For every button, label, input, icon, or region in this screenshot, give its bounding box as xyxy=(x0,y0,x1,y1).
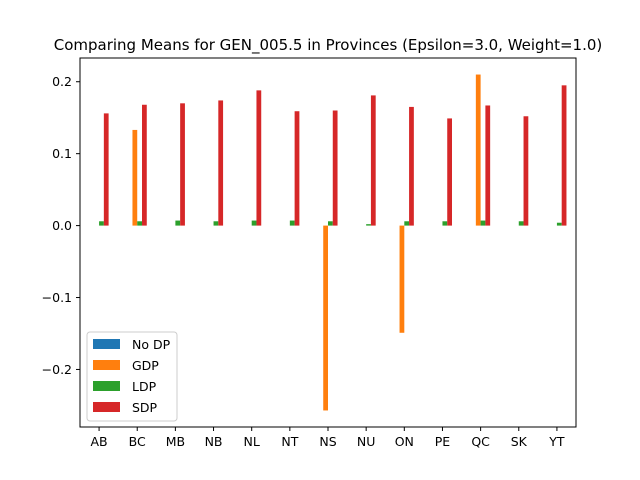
legend-label: LDP xyxy=(132,379,157,394)
y-tick-label: 0.1 xyxy=(52,146,72,161)
x-tick-label: NL xyxy=(244,434,260,449)
bar-sdp-qc xyxy=(485,105,491,226)
bar-ldp-pe xyxy=(442,221,448,226)
bar-ldp-nu xyxy=(366,224,371,226)
bar-ldp-on xyxy=(404,221,410,226)
bar-sdp-ns xyxy=(332,110,338,226)
bar-gdp-bc xyxy=(132,129,138,226)
bar-sdp-pe xyxy=(447,118,452,226)
y-tick-label: 0.2 xyxy=(52,74,72,89)
x-tick-label: YT xyxy=(548,434,565,449)
x-tick-label: NU xyxy=(357,434,376,449)
bar-ldp-yt xyxy=(556,222,562,226)
legend-swatch xyxy=(93,360,120,370)
bar-ldp-ab xyxy=(99,221,104,226)
bar-ldp-sk xyxy=(518,221,524,226)
y-tick-label: −0.2 xyxy=(42,362,72,377)
x-tick-label: QC xyxy=(471,434,490,449)
legend: No DP GDP LDP SDP xyxy=(86,331,178,422)
x-tick-label: NB xyxy=(205,434,223,449)
bar-sdp-mb xyxy=(180,103,185,226)
bar-sdp-ab xyxy=(103,113,109,226)
legend-swatch xyxy=(93,339,120,349)
bar-sdp-sk xyxy=(523,116,529,226)
bar-sdp-nt xyxy=(294,111,300,226)
legend-swatch xyxy=(93,381,120,391)
chart-title: Comparing Means for GEN_005.5 in Provinc… xyxy=(54,36,603,55)
bar-gdp-ns xyxy=(323,225,328,411)
legend-label: No DP xyxy=(132,337,171,352)
legend-label: SDP xyxy=(132,400,158,415)
plot-area: −0.2 −0.1 0.0 0.1 0.2 AB BC MB NB NL NT NS NU ON PE QC S… xyxy=(42,57,577,449)
bar-sdp-yt xyxy=(561,85,567,226)
bar-sdp-bc xyxy=(142,104,147,226)
x-tick-label: AB xyxy=(91,434,108,449)
x-tick-label: MB xyxy=(166,434,185,449)
legend-label: GDP xyxy=(132,358,159,373)
x-tick-label: ON xyxy=(395,434,414,449)
x-tick-label: SK xyxy=(511,434,528,449)
legend-swatch xyxy=(93,402,120,412)
bar-ldp-qc xyxy=(480,220,486,226)
legend-box xyxy=(86,331,178,422)
bar-sdp-nl xyxy=(256,90,262,226)
bar-sdp-nu xyxy=(370,95,376,226)
bar-sdp-nb xyxy=(218,100,224,226)
y-tick-label: −0.1 xyxy=(42,290,72,305)
bar-ldp-mb xyxy=(175,220,181,226)
x-tick-label: PE xyxy=(435,434,451,449)
x-tick-label: BC xyxy=(129,434,146,449)
bar-ldp-bc xyxy=(137,221,142,226)
bar-sdp-on xyxy=(409,106,414,226)
bar-ldp-ns xyxy=(328,221,333,226)
bar-ldp-nb xyxy=(213,221,219,226)
bar-ldp-nl xyxy=(251,220,257,226)
x-tick-label: NT xyxy=(281,434,298,449)
bar-gdp-qc xyxy=(475,74,481,226)
x-tick-label: NS xyxy=(319,434,336,449)
bar-gdp-on xyxy=(399,225,405,333)
bar-ldp-nt xyxy=(289,220,295,226)
y-tick-label: 0.0 xyxy=(52,218,72,233)
